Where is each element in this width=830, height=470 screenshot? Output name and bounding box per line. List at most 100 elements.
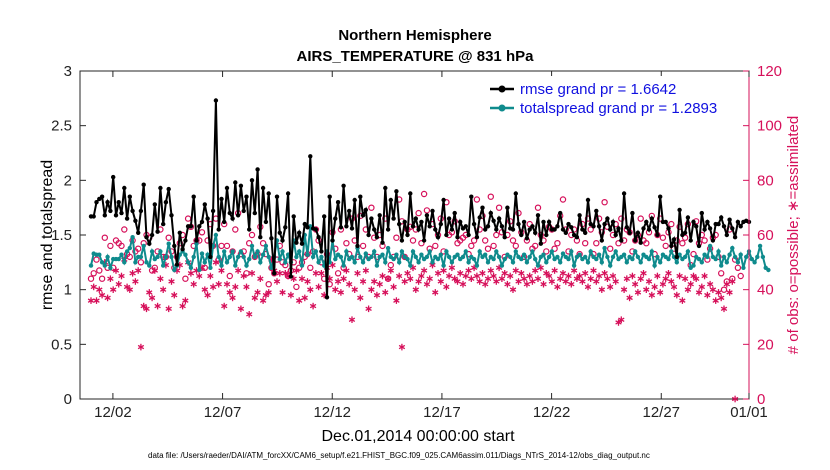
obs-assimilated-point — [201, 286, 209, 293]
spread-point — [477, 249, 482, 254]
spread-point — [471, 256, 477, 262]
obs-assimilated-point — [384, 275, 392, 282]
obs-assimilated-point — [390, 283, 397, 291]
spread-point — [519, 256, 524, 262]
spread-point — [105, 254, 110, 260]
spread-point — [474, 263, 480, 268]
obs-possible-point — [662, 242, 669, 250]
obs-assimilated-point — [140, 302, 147, 310]
rmse-point — [605, 216, 610, 221]
obs-assimilated-point — [509, 286, 517, 293]
obs-assimilated-point — [165, 305, 172, 313]
obs-assimilated-point — [393, 297, 400, 304]
obs-possible-point — [679, 239, 686, 247]
obs-assimilated-point — [701, 272, 708, 280]
y-tick-label: 0.5 — [51, 336, 72, 353]
spread-point — [494, 249, 499, 254]
obs-possible-point — [470, 237, 478, 244]
obs-assimilated-point — [498, 275, 506, 282]
obs-assimilated-point — [523, 280, 531, 288]
obs-possible-point — [121, 226, 128, 233]
spread-point — [358, 254, 363, 260]
obs-assimilated-point — [548, 278, 556, 285]
spread-point — [446, 254, 452, 260]
obs-possible-point — [559, 196, 567, 203]
spread-point — [571, 263, 577, 268]
obs-assimilated-point — [531, 267, 539, 274]
rmse-point — [255, 167, 260, 172]
spread-point — [360, 260, 366, 265]
obs-possible-point — [484, 245, 492, 252]
spread-point — [266, 254, 271, 260]
rmse-point — [147, 241, 152, 246]
spread-point — [496, 254, 502, 260]
rmse-point — [616, 226, 621, 231]
obs-possible-point — [432, 242, 439, 250]
obs-possible-point — [198, 229, 206, 236]
obs-possible-point — [718, 270, 725, 277]
obs-assimilated-point — [373, 291, 381, 299]
spread-point — [99, 260, 105, 265]
obs-assimilated-point — [171, 291, 178, 299]
rmse-series-line — [91, 100, 750, 298]
obs-possible-point — [401, 253, 408, 261]
obs-assimilated-point — [615, 319, 622, 326]
spread-point — [263, 243, 269, 249]
x-tick-label: 12/02 — [94, 404, 132, 421]
rmse-point — [658, 194, 663, 199]
rmse-point — [266, 191, 271, 196]
rmse-point — [322, 214, 327, 219]
legend: rmse grand pr = 1.6642 totalspread grand… — [484, 76, 746, 118]
y2-tick-label: 120 — [757, 63, 782, 80]
x-tick-label: 01/01 — [730, 404, 768, 421]
obs-possible-point — [265, 281, 272, 288]
obs-assimilated-point — [90, 283, 97, 291]
rmse-point — [666, 226, 671, 231]
obs-possible-point — [737, 272, 744, 280]
spread-point — [119, 252, 124, 257]
rmse-point — [691, 219, 696, 225]
spread-point — [410, 249, 416, 254]
obs-assimilated-point — [648, 291, 656, 299]
obs-assimilated-point — [651, 283, 658, 291]
obs-assimilated-point — [226, 289, 234, 296]
spread-point — [707, 243, 713, 249]
rmse-point — [144, 235, 149, 240]
rmse-point — [405, 232, 410, 238]
obs-assimilated-point — [370, 278, 378, 285]
rmse-point — [272, 271, 277, 276]
rmse-point — [366, 232, 371, 238]
obs-assimilated-point — [718, 294, 725, 302]
rmse-point — [502, 235, 507, 240]
obs-assimilated-point — [87, 297, 95, 304]
obs-assimilated-point — [659, 280, 667, 288]
spread-point — [163, 254, 169, 260]
obs-assimilated-point — [215, 280, 222, 288]
y-tick-label: 0 — [64, 391, 72, 408]
rmse-point — [466, 232, 471, 238]
spread-point — [658, 260, 663, 265]
obs-assimilated-point — [462, 272, 470, 280]
obs-assimilated-point — [307, 286, 314, 293]
rmse-point — [410, 224, 416, 229]
obs-assimilated-point — [209, 283, 217, 291]
rmse-point — [558, 210, 563, 216]
rmse-point — [308, 154, 313, 159]
obs-possible-point — [107, 242, 114, 250]
spread-point — [333, 256, 338, 262]
rmse-point — [141, 182, 146, 187]
rmse-point — [594, 208, 599, 214]
obs-possible-point — [734, 264, 742, 271]
spread-point — [169, 254, 174, 260]
obs-possible-point — [359, 242, 367, 250]
obs-possible-point — [482, 237, 489, 244]
obs-assimilated-point — [618, 316, 625, 323]
obs-possible-point — [495, 204, 503, 211]
spread-point — [349, 254, 355, 260]
obs-assimilated-point — [146, 289, 153, 296]
spread-point — [316, 260, 321, 265]
rmse-point — [163, 200, 169, 205]
obs-possible-point — [473, 196, 481, 203]
spread-point — [541, 252, 546, 257]
spread-point — [258, 260, 263, 265]
